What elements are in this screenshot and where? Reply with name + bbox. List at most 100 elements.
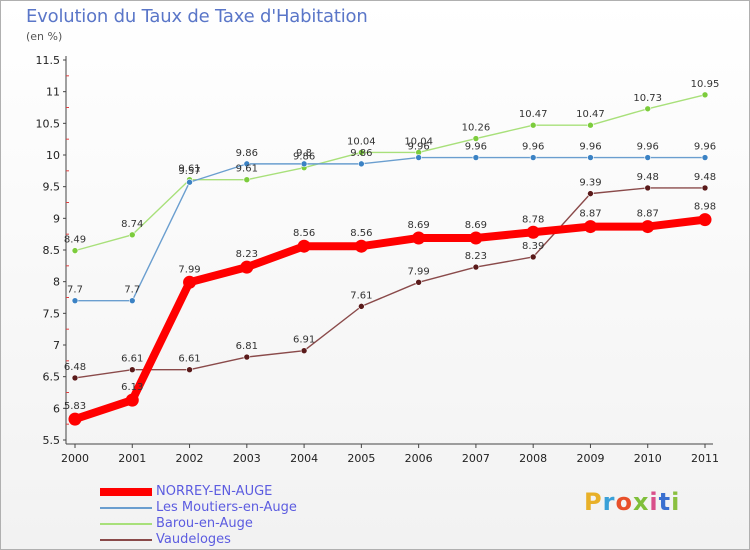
logo-letter: t: [658, 488, 672, 516]
data-label-3: 8.39: [522, 241, 544, 252]
series-line-0: [71, 215, 709, 424]
data-label-2: 9.61: [236, 164, 258, 175]
data-label-1: 9.96: [579, 142, 601, 153]
data-label-3: 6.61: [178, 354, 200, 365]
data-label-1: 9.86: [236, 148, 258, 159]
series-point-3: [186, 366, 193, 374]
x-tick-label: 2009: [576, 452, 604, 465]
chart-unit: (en %): [26, 30, 63, 43]
series-point-1: [472, 154, 480, 161]
series-point-3: [529, 253, 537, 261]
series-point-1: [128, 297, 136, 304]
proxiti-logo: Proxiti: [584, 488, 680, 516]
data-label-3: 6.91: [293, 335, 315, 346]
data-label-2: 9.86: [293, 152, 315, 163]
series-point-3: [472, 263, 480, 271]
series-point-3: [243, 353, 251, 361]
y-tick-label: 7: [53, 339, 60, 352]
data-label-1: 7.7: [67, 285, 83, 296]
series-point-0: [698, 213, 712, 227]
data-label-2: 10.73: [633, 93, 662, 104]
series-point-3: [701, 184, 709, 192]
x-tick-label: 2000: [61, 452, 89, 465]
series-point-2: [243, 176, 251, 183]
logo-letter: o: [615, 488, 633, 516]
series-point-2: [472, 135, 480, 142]
y-tick-label: 11: [46, 86, 60, 99]
series-point-1: [186, 178, 193, 186]
series-point-2: [71, 247, 79, 254]
series-point-1: [529, 154, 537, 161]
y-tick-label: 7.5: [43, 307, 61, 320]
y-tick-label: 10.5: [36, 117, 61, 130]
series-point-1: [243, 160, 251, 168]
series-point-2: [644, 105, 652, 113]
data-label-1: 7.7: [124, 285, 140, 296]
y-tick-label: 9.5: [43, 181, 61, 194]
y-tick-label: 11.5: [36, 54, 61, 67]
series-point-3: [358, 303, 365, 310]
logo-letter: i: [649, 488, 659, 516]
data-label-1: 9.96: [522, 142, 544, 153]
series-point-1: [300, 160, 308, 168]
data-label-3: 8.23: [465, 251, 487, 262]
data-label-0: 8.87: [579, 209, 601, 220]
series-point-3: [415, 278, 422, 286]
series-point-1: [587, 154, 594, 161]
data-label-1: 9.96: [694, 142, 716, 153]
series-line-1: [74, 156, 706, 302]
data-label-2: 10.26: [462, 123, 491, 134]
x-tick-label: 2001: [118, 452, 146, 465]
data-label-2: 10.47: [519, 109, 548, 120]
series-point-2: [358, 149, 365, 156]
x-tick-label: 2007: [462, 452, 490, 465]
data-label-1: 9.96: [408, 142, 430, 153]
series-point-1: [701, 154, 709, 161]
series-point-0: [583, 220, 597, 234]
y-tick-label: 9: [53, 212, 60, 225]
x-tick-label: 2002: [176, 452, 204, 465]
data-label-1: 9.96: [465, 142, 487, 153]
x-tick-label: 2008: [519, 452, 547, 465]
x-tick-label: 2005: [347, 452, 375, 465]
series-point-2: [529, 121, 537, 129]
series-point-2: [701, 91, 709, 99]
logo-letter: x: [632, 488, 650, 516]
series-point-0: [412, 231, 426, 245]
data-label-0: 8.23: [236, 249, 258, 260]
legend-label-norrey: NORREY-EN-AUGE: [156, 484, 273, 499]
series-line-3: [74, 187, 706, 379]
x-tick-label: 2006: [405, 452, 433, 465]
data-label-3: 6.48: [64, 362, 86, 373]
data-label-2: 10.04: [404, 136, 433, 147]
x-tick-label: 2003: [233, 452, 261, 465]
y-tick-label: 6: [53, 402, 60, 415]
data-label-3: 6.81: [236, 341, 258, 352]
legend-swatch-norrey: [100, 488, 152, 496]
data-label-0: 8.56: [350, 228, 372, 239]
x-tick-label: 2010: [634, 452, 662, 465]
series-point-0: [68, 412, 82, 426]
data-label-3: 6.61: [121, 354, 143, 365]
series-point-2: [587, 121, 594, 129]
data-label-3: 7.61: [350, 290, 372, 301]
data-label-1: 9.57: [178, 166, 200, 177]
series-point-1: [415, 154, 422, 161]
data-label-1: 9.86: [350, 148, 372, 159]
logo-letter: P: [584, 488, 603, 516]
data-label-0: 8.78: [522, 214, 544, 225]
data-label-3: 9.48: [637, 172, 659, 183]
legend-label-barou: Barou-en-Auge: [156, 516, 253, 531]
data-label-2: 9.61: [178, 164, 200, 175]
series-point-1: [71, 297, 79, 304]
data-label-3: 9.48: [694, 172, 716, 183]
series-point-0: [469, 231, 483, 245]
chart-title: Evolution du Taux de Taxe d'Habitation: [26, 6, 368, 27]
series-point-0: [354, 239, 368, 253]
legend-swatch-moutiers: [100, 507, 152, 509]
data-label-2: 10.95: [691, 79, 720, 90]
series-point-3: [300, 347, 308, 355]
legend-swatch-barou: [100, 523, 152, 525]
